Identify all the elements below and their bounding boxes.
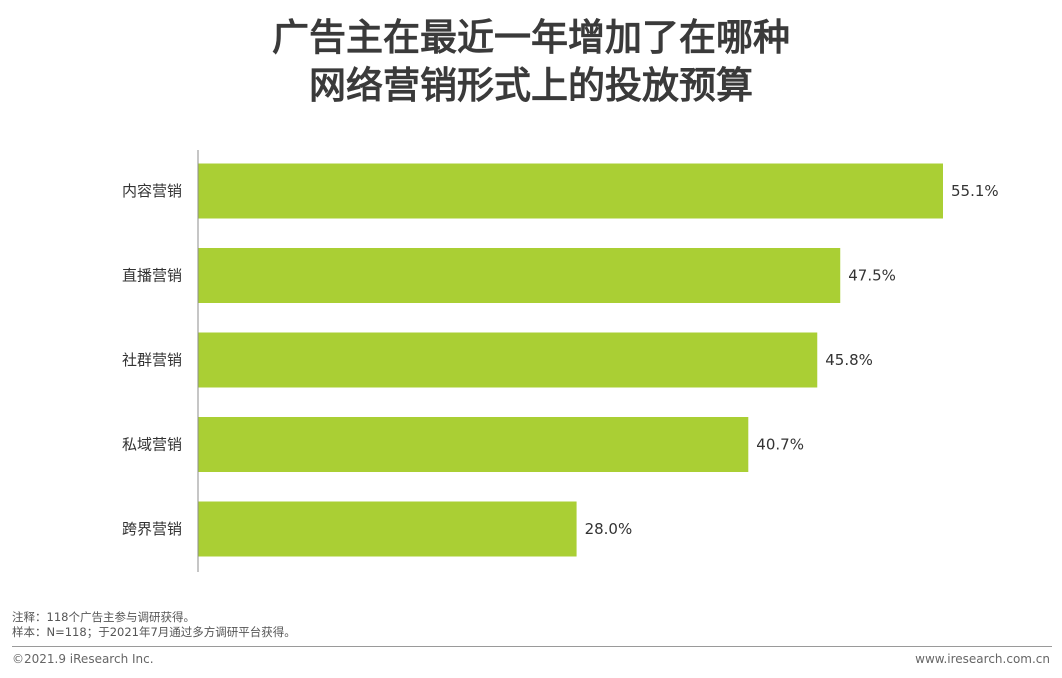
value-label-2: 47.5% bbox=[848, 267, 896, 285]
category-label-1: 内容营销 bbox=[122, 182, 182, 200]
category-label-5: 跨界营销 bbox=[122, 520, 182, 538]
bar-1 bbox=[198, 163, 943, 219]
chart-title-line-1: 广告主在最近一年增加了在哪种 bbox=[272, 16, 790, 59]
footnotes: 注释：118个广告主参与调研获得。 样本：N=118；于2021年7月通过多方调… bbox=[12, 610, 296, 640]
chart-title-line-2: 网络营销形式上的投放预算 bbox=[309, 64, 753, 107]
bar-4 bbox=[198, 417, 749, 472]
bar-3 bbox=[198, 332, 818, 388]
value-label-5: 28.0% bbox=[585, 520, 633, 538]
category-label-3: 社群营销 bbox=[122, 351, 182, 369]
value-label-4: 40.7% bbox=[756, 436, 804, 454]
category-label-4: 私域营销 bbox=[122, 436, 182, 454]
sample-text: 样本：N=118；于2021年7月通过多方调研平台获得。 bbox=[12, 625, 296, 639]
bar-5 bbox=[198, 501, 577, 557]
website-url: www.iresearch.com.cn bbox=[915, 652, 1050, 666]
value-label-1: 55.1% bbox=[951, 182, 999, 200]
copyright-text: ©2021.9 iResearch Inc. bbox=[12, 652, 154, 666]
value-label-3: 45.8% bbox=[825, 351, 873, 369]
bar-chart: 内容营销 55.1% 直播营销 47.5% 社群营销 45.8% 私域营销 40.7% 跨界营销… bbox=[122, 150, 999, 572]
category-label-2: 直播营销 bbox=[122, 267, 182, 285]
chart-title: 广告主在最近一年增加了在哪种 网络营销形式上的投放预算 bbox=[0, 14, 1062, 110]
footer-divider bbox=[12, 646, 1052, 647]
bar-2 bbox=[198, 248, 841, 303]
note-text: 注释：118个广告主参与调研获得。 bbox=[12, 610, 195, 624]
